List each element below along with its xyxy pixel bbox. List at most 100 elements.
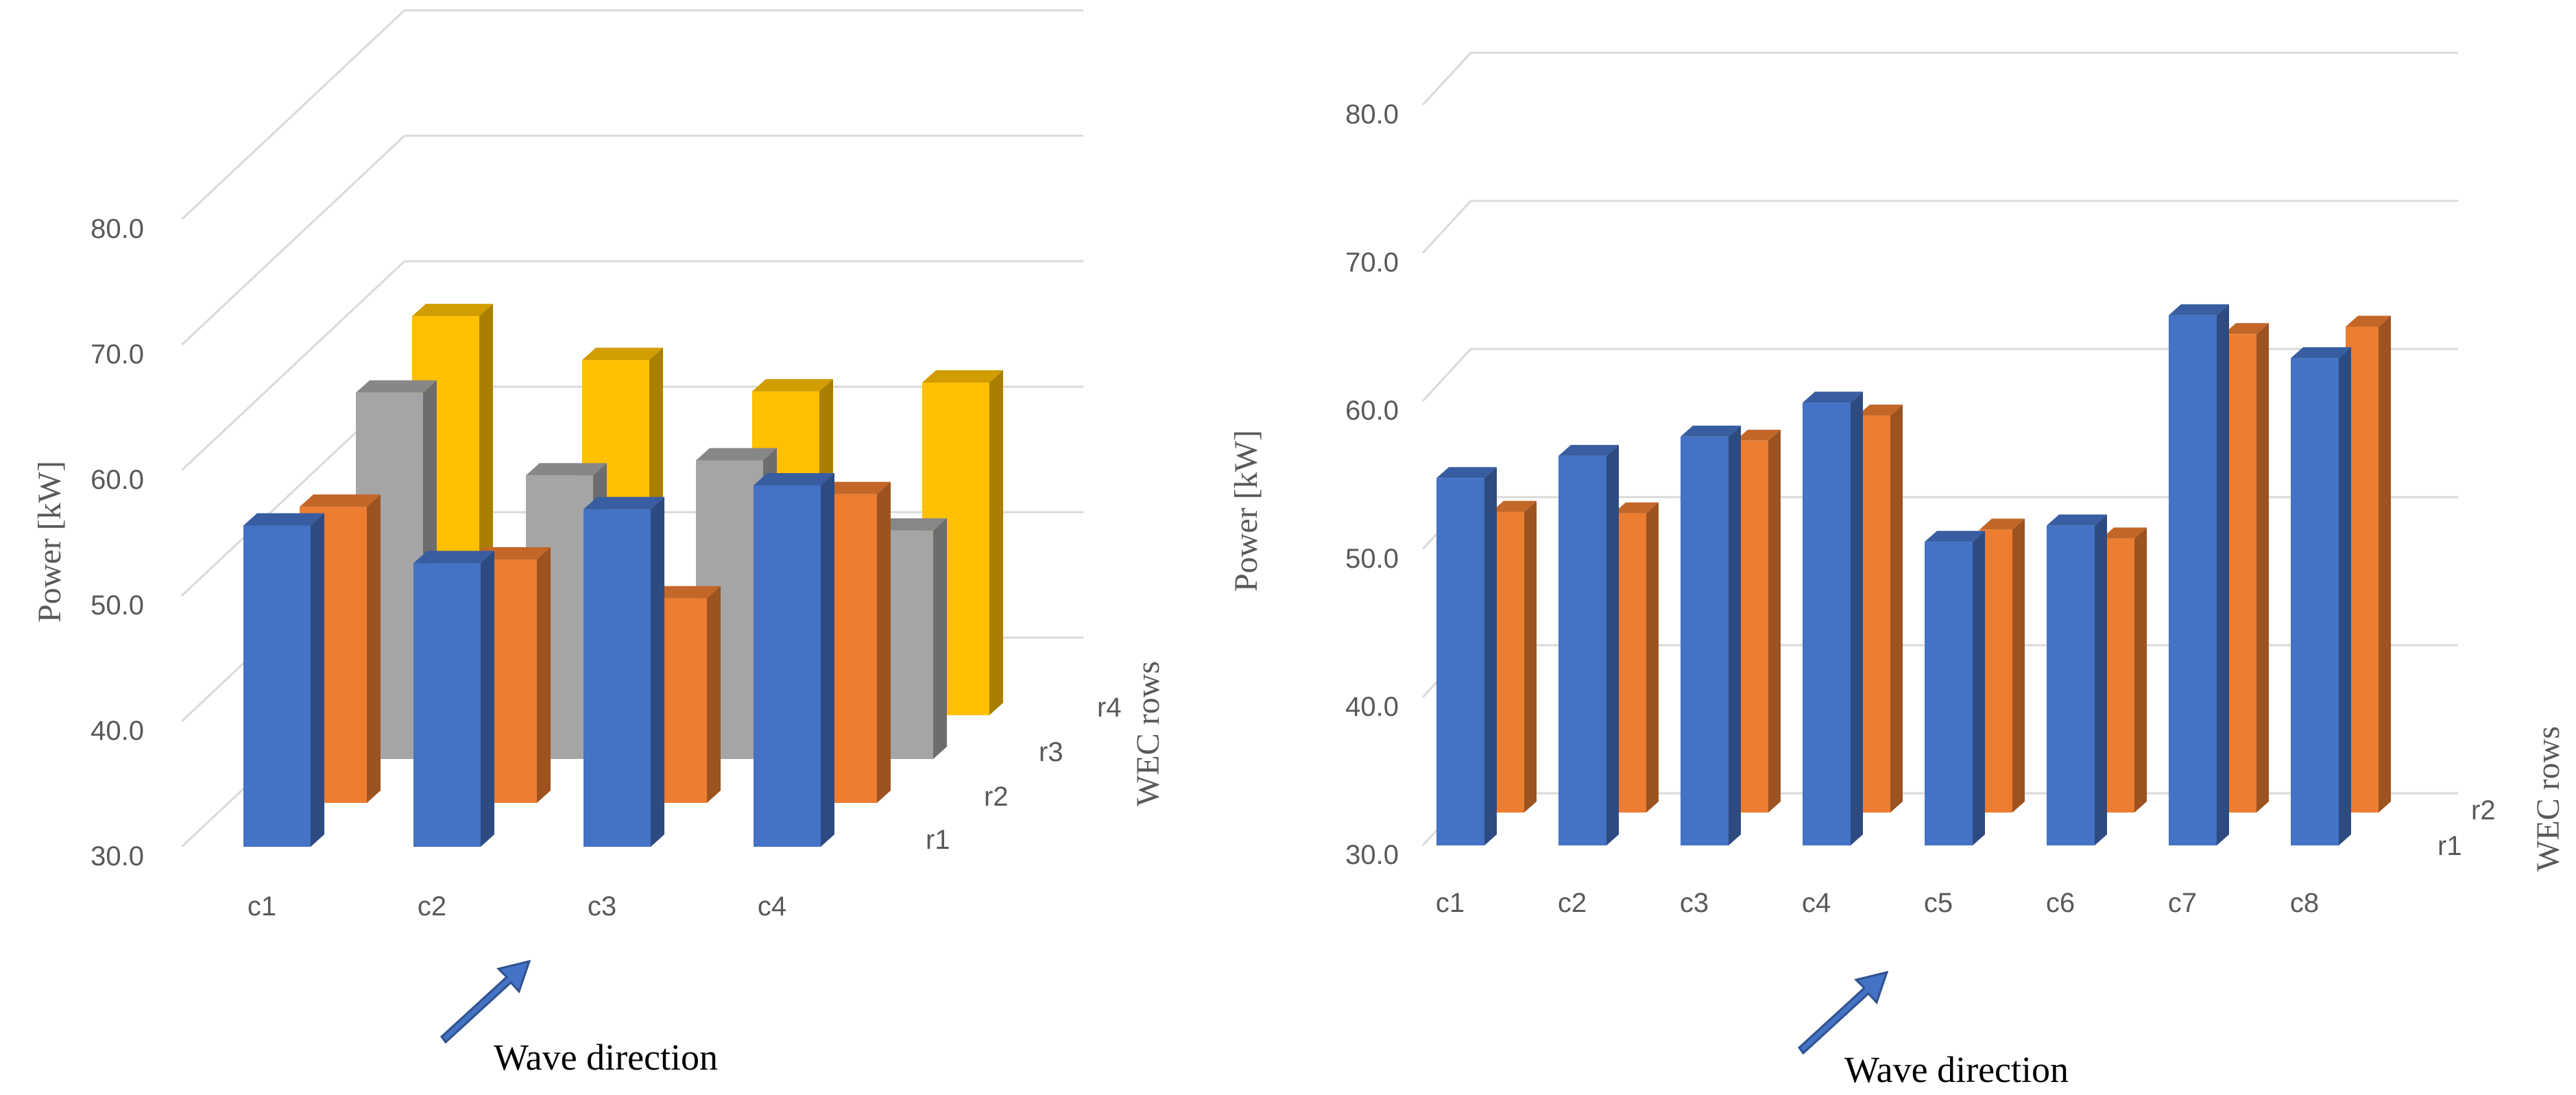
right-bar-r1-c2-side xyxy=(1606,444,1619,845)
left-wave-direction-label: Wave direction xyxy=(494,1037,718,1078)
left-bar-r1-c4-top xyxy=(754,473,834,485)
left-y-axis-label: Power [kW] xyxy=(32,461,68,623)
left-xtick-c4: c4 xyxy=(758,891,786,922)
left-xtick-c1: c1 xyxy=(248,891,276,922)
left-bar-r1-c1 xyxy=(243,513,324,847)
right-bar-r1-c3-top xyxy=(1681,425,1741,437)
left-bar-r2-c3-side xyxy=(707,586,721,803)
left-wave-arrow-icon xyxy=(440,959,531,1044)
right-xtick-c2: c2 xyxy=(1558,888,1587,918)
left-xtick-c2: c2 xyxy=(418,891,446,922)
left-grid-diag-5 xyxy=(180,9,406,221)
right-bar-r2-c1 xyxy=(1491,501,1537,813)
left-x-ticks: c1 c2 c3 c4 xyxy=(248,891,786,922)
right-bar-r2-c1-top xyxy=(1491,501,1537,512)
left-bar-r4-c3-top xyxy=(752,378,833,392)
left-y-ticks: 30.0 40.0 50.0 60.0 70.0 80.0 xyxy=(91,214,144,871)
right-bar-r1-c6-top xyxy=(2047,514,2107,526)
left-rowtick-r1: r1 xyxy=(926,825,950,855)
right-bar-r2-c5-top xyxy=(1979,518,2025,530)
right-xtick-c4: c4 xyxy=(1802,888,1831,918)
right-bar-r1-c2 xyxy=(1558,444,1619,845)
right-bar-r2-c5-side xyxy=(2012,518,2025,813)
right-bar-r2-c8 xyxy=(2346,315,2391,813)
right-bar-r1-c4-top xyxy=(1803,392,1863,403)
right-bar-r1-c4-side xyxy=(1851,392,1863,845)
right-xtick-c1: c1 xyxy=(1436,888,1465,918)
right-bar-r1-c1-top xyxy=(1436,467,1497,479)
right-bar-r2-c4-side xyxy=(1890,405,1903,813)
right-xtick-c3: c3 xyxy=(1680,888,1709,918)
chart-right: 30.0 40.0 50.0 60.0 70.0 80.0 c1 c2 c3 c… xyxy=(1228,51,2566,1090)
right-bar-r2-c6-side xyxy=(2134,527,2147,813)
left-bar-r1-c3 xyxy=(583,496,664,847)
left-bar-r1-c3-side xyxy=(651,496,664,847)
right-bar-r1-c6-front xyxy=(2047,525,2095,845)
left-bar-r2-c1-side xyxy=(367,494,381,803)
right-bar-r2-c7-side xyxy=(2256,323,2269,813)
right-rowtick-r1: r1 xyxy=(2437,831,2462,861)
right-xtick-c8: c8 xyxy=(2290,888,2319,918)
chart-left: 30.0 40.0 50.0 60.0 70.0 80.0 c1 c2 c3 c… xyxy=(32,9,1166,1078)
left-bar-r1-c2-top xyxy=(413,551,494,564)
right-wave-arrow-icon xyxy=(1797,970,1889,1055)
right-bar-r2-c4-top xyxy=(1857,405,1903,416)
left-bar-r1-c2-front xyxy=(413,563,481,847)
right-ytick-4: 70.0 xyxy=(1345,248,1399,278)
right-xtick-c6: c6 xyxy=(2046,888,2075,918)
left-bar-r3-c1-top xyxy=(356,380,437,393)
right-xtick-c7: c7 xyxy=(2168,888,2197,918)
right-bar-r2-c3 xyxy=(1735,429,1781,813)
left-grid-diag-4 xyxy=(180,134,406,346)
right-bar-r2-c5 xyxy=(1979,518,2025,813)
right-bar-r1-c8-side xyxy=(2339,347,2351,845)
right-row-ticks: r1 r2 xyxy=(2437,795,2496,861)
left-ytick-2: 50.0 xyxy=(91,590,144,621)
left-bar-r2-c1-top xyxy=(300,494,381,507)
right-bar-r1-c3-side xyxy=(1729,425,1741,845)
right-bar-r1-c7 xyxy=(2169,304,2229,846)
right-bar-r1-c1 xyxy=(1436,467,1497,845)
left-ytick-3: 60.0 xyxy=(91,465,144,495)
left-bar-r1-c4-side xyxy=(821,473,834,847)
right-bar-r1-c5 xyxy=(1925,531,1985,845)
right-bar-r1-c5-front xyxy=(1925,542,1973,845)
right-bar-r1-c4 xyxy=(1803,392,1863,845)
right-bar-r1-c2-front xyxy=(1558,455,1606,845)
right-bar-r1-c5-top xyxy=(1925,531,1985,542)
right-ytick-2: 50.0 xyxy=(1345,544,1399,574)
left-bar-r1-c3-top xyxy=(583,496,664,509)
left-bar-r2-c2-side xyxy=(537,547,551,803)
right-bar-r1-c7-side xyxy=(2217,304,2229,845)
left-bar-r4-c4-top xyxy=(922,370,1003,383)
left-bar-r3-c3-top xyxy=(696,448,777,461)
right-bar-r1-c7-top xyxy=(2169,304,2229,315)
right-bar-r1-c1-side xyxy=(1484,467,1497,845)
right-bar-r1-c5-side xyxy=(1973,531,1985,845)
left-grid-diag-3 xyxy=(180,260,406,472)
left-z-axis-label: WEC rows xyxy=(1130,661,1166,806)
right-grid-diag-3 xyxy=(1421,348,1472,402)
right-bars xyxy=(1436,304,2391,846)
right-ytick-0: 30.0 xyxy=(1345,840,1399,870)
right-bar-r2-c4 xyxy=(1857,405,1903,813)
left-bar-r1-c3-front xyxy=(583,509,651,847)
right-ytick-1: 40.0 xyxy=(1345,692,1399,722)
right-xtick-c5: c5 xyxy=(1924,888,1953,918)
left-ytick-4: 70.0 xyxy=(91,339,144,370)
right-bar-r2-c3-side xyxy=(1768,429,1781,813)
left-bar-r3-c2-top xyxy=(526,463,607,476)
right-rowtick-r2: r2 xyxy=(2471,795,2496,826)
right-bar-r2-c7-top xyxy=(2224,323,2269,335)
right-grid-diag-5 xyxy=(1421,51,1472,106)
right-y-axis-label: Power [kW] xyxy=(1228,430,1264,592)
left-bar-r1-c1-front xyxy=(243,525,311,847)
right-bar-r2-c2-side xyxy=(1646,502,1659,813)
right-bar-r1-c7-front xyxy=(2169,315,2217,846)
right-bar-r1-c2-top xyxy=(1558,444,1619,456)
right-grid-diag-4 xyxy=(1421,200,1472,254)
left-row-ticks: r1 r2 r3 r4 xyxy=(926,693,1122,855)
right-bar-r2-c1-side xyxy=(1524,501,1537,813)
left-bar-r1-c2 xyxy=(413,551,494,847)
